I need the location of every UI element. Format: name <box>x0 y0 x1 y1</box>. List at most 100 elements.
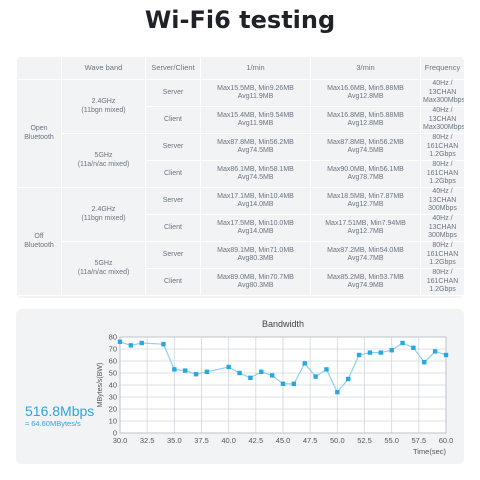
table-row: Client Max89.0MB, Min70.7MB Avg80.3MB Max85… <box>17 268 464 296</box>
data-point <box>432 349 438 354</box>
data-point <box>400 340 405 346</box>
data-point <box>422 360 427 365</box>
frequency-cell: 40Hz / 13CHAN Max300Mbps <box>420 106 464 134</box>
data-point <box>259 369 264 374</box>
x-tick-label: 52.5 <box>357 436 372 445</box>
three-min-cell: Max87.8MB, Min56.2MB Avg74.5MB <box>310 133 421 161</box>
bandwidth-chart-panel: 0 10 20 30 40 50 60 70 80 30.0 32.5 35.0 37.5 40.0 42.… <box>16 309 464 464</box>
one-min-cell: Max86.1MB, Min58.1MB Avg74.5MB <box>200 160 311 188</box>
bluetooth-group-label: Off Bluetooth <box>16 187 62 296</box>
wave-band-cell: 2.4GHz (11bgn mixed) <box>61 79 146 134</box>
role-cell: Client <box>145 268 201 296</box>
frequency-cell: 40Hz / 13CHAN 300Mbps <box>420 187 464 215</box>
table-header-row: Wave band Server/Client 1/min 3/min Frequenc… <box>16 56 464 80</box>
data-point <box>291 381 297 386</box>
data-point <box>335 390 340 395</box>
role-cell: Client <box>145 106 201 134</box>
y-tick-label: 40 <box>109 381 117 390</box>
data-point <box>302 361 307 366</box>
header-1min: 1/min <box>200 56 311 80</box>
data-point <box>411 345 416 350</box>
one-min-cell: Max17.5MB, Min10.0MB Avg14.0MB <box>200 214 311 242</box>
frequency-cell: 80Hz / 161CHAN 1.2Gbps <box>420 268 464 296</box>
data-point <box>204 369 210 374</box>
one-min-cell: Max15.5MB, Min9.26MB Avg11.9MB <box>200 79 311 107</box>
wave-band-cell: 5GHz (11a/n/ac mixed) <box>61 241 146 296</box>
header-frequency: Frequency <box>420 56 464 80</box>
three-min-cell: Max90.0MB, Min56.1MB Avg78.7MB <box>310 160 421 188</box>
y-axis-label: MBytes/s(BW) <box>97 363 104 408</box>
bandwidth-chart: 0 10 20 30 40 50 60 70 80 30.0 32.5 35.0 37.5 40.0 42.… <box>97 319 454 456</box>
x-tick-label: 35.0 <box>167 436 182 445</box>
table-row: 5GHz (11a/n/ac mixed) Server Max87.8MB, Min… <box>17 133 464 188</box>
x-tick-label: 55.0 <box>384 436 399 445</box>
data-point <box>128 343 134 348</box>
three-min-cell: Max16.8MB, Min5.88MB Avg12.8MB <box>310 106 421 134</box>
data-point <box>248 375 253 380</box>
wave-band-cell: 5GHz (11a/n/ac mixed) <box>61 133 146 188</box>
one-min-cell: Max17.1MB, Min10.4MB Avg14.0MB <box>200 187 311 215</box>
role-cell: Client <box>145 160 201 188</box>
data-point <box>193 372 199 377</box>
y-tick-label: 10 <box>109 417 117 426</box>
y-tick-label: 20 <box>109 405 117 414</box>
wave-band-cell: 2.4GHz (11bgn mixed) <box>61 187 146 242</box>
table-row: 5GHz (11a/n/ac mixed) Server Max89.1MB, Min… <box>17 241 464 296</box>
data-point <box>378 350 383 355</box>
y-tick-label: 60 <box>109 357 117 366</box>
data-point <box>237 370 242 376</box>
x-tick-label: 50.0 <box>330 436 345 445</box>
throughput-bytes: ≈ 64.60MBytes/s <box>25 419 81 428</box>
x-tick-label: 32.5 <box>140 436 155 445</box>
x-tick-label: 57.5 <box>412 436 427 445</box>
y-tick-label: 0 <box>113 429 117 438</box>
three-min-cell: Max16.6MB, Min5.88MB Avg12.8MB <box>310 79 421 107</box>
one-min-cell: Max89.0MB, Min70.7MB Avg80.3MB <box>200 268 311 296</box>
data-point <box>324 367 329 372</box>
y-tick-label: 70 <box>109 345 117 354</box>
chart-title: Bandwidth <box>262 319 304 329</box>
data-point <box>346 376 351 382</box>
header-blank <box>16 56 62 80</box>
x-tick-label: 37.5 <box>194 436 209 445</box>
one-min-cell: Max89.1MB, Min71.0MB Avg80.3MB <box>200 241 311 269</box>
data-point <box>139 340 144 346</box>
header-3min: 3/min <box>310 56 421 80</box>
table-row: Open Bluetooth 2.4GHz (11bgn mixed) Server Ma… <box>16 79 464 188</box>
frequency-cell: 80Hz / 161CHAN 1.2Gbps <box>420 241 464 269</box>
header-wave-band: Wave band <box>61 56 146 80</box>
role-cell: Server <box>145 241 201 269</box>
results-table: Wave band Server/Client 1/min 3/min Frequenc… <box>16 56 464 296</box>
x-tick-label: 45.0 <box>276 436 291 445</box>
role-cell: Server <box>145 133 201 161</box>
x-axis-label: Time(sec) <box>413 447 447 456</box>
frequency-cell: 80Hz / 161CHAN 1.2Gbps <box>420 133 464 161</box>
frequency-cell: 80Hz / 161CHAN 1.2Gbps <box>420 160 464 188</box>
one-min-cell: Max87.8MB, Min56.2MB Avg74.5MB <box>200 133 311 161</box>
three-min-cell: Max18.5MB, Min7.87MB Avg12.7MB <box>310 187 421 215</box>
throughput-value: 516.8Mbps <box>25 403 95 419</box>
role-cell: Client <box>145 214 201 242</box>
three-min-cell: Max17.51MB, Min7.94MB Avg12.7MB <box>310 214 421 242</box>
table-row: Client Max15.4MB, Min9.54MB Avg11.9MB Max16… <box>17 106 464 134</box>
bluetooth-group-label: Open Bluetooth <box>16 79 62 188</box>
x-tick-label: 40.0 <box>221 436 236 445</box>
data-point <box>356 352 362 358</box>
data-point <box>443 352 449 358</box>
x-tick-label: 60.0 <box>439 436 454 445</box>
x-tick-label: 42.5 <box>249 436 264 445</box>
data-point <box>183 368 188 373</box>
y-tick-label: 50 <box>109 369 117 378</box>
page-title: Wi-Fi6 testing <box>144 6 336 34</box>
three-min-cell: Max85.2MB, Min53.7MB Avg74.9MB <box>310 268 421 296</box>
data-point <box>280 381 286 386</box>
table-row: Off Bluetooth 2.4GHz (11bgn mixed) Server Max… <box>16 187 464 296</box>
y-tick-label: 30 <box>109 393 117 402</box>
data-point <box>226 364 231 370</box>
data-point <box>313 374 318 379</box>
data-point <box>269 373 275 378</box>
frequency-cell: 40Hz / 13CHAN Max300Mbps <box>420 79 464 107</box>
data-point <box>117 339 123 344</box>
frequency-cell: 40Hz / 13CHAN 300Mbps <box>420 214 464 242</box>
data-point <box>367 350 373 355</box>
